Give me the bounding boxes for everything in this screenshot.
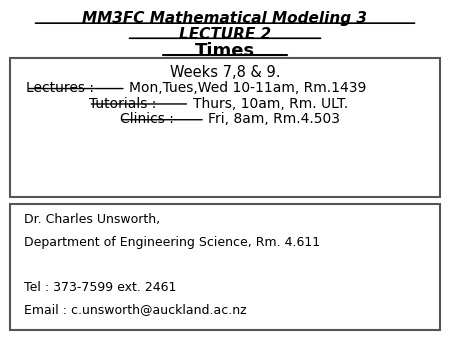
FancyBboxPatch shape bbox=[10, 204, 440, 330]
Text: MM3FC Mathematical Modeling 3: MM3FC Mathematical Modeling 3 bbox=[82, 11, 368, 26]
Text: Thurs, 10am, Rm. ULT.: Thurs, 10am, Rm. ULT. bbox=[193, 97, 348, 111]
Text: LECTURE 2: LECTURE 2 bbox=[179, 26, 271, 42]
FancyBboxPatch shape bbox=[10, 58, 440, 197]
Text: Fri, 8am, Rm.4.503: Fri, 8am, Rm.4.503 bbox=[208, 112, 341, 126]
Text: Email : c.unsworth@auckland.ac.nz: Email : c.unsworth@auckland.ac.nz bbox=[24, 303, 247, 316]
Text: Dr. Charles Unsworth,: Dr. Charles Unsworth, bbox=[24, 213, 160, 226]
Text: Tel : 373-7599 ext. 2461: Tel : 373-7599 ext. 2461 bbox=[24, 281, 176, 294]
Text: Tutorials :: Tutorials : bbox=[89, 97, 156, 111]
Text: Times: Times bbox=[195, 42, 255, 59]
Text: Clinics :: Clinics : bbox=[120, 112, 174, 126]
Text: Weeks 7,8 & 9.: Weeks 7,8 & 9. bbox=[170, 65, 280, 80]
Text: Mon,Tues,Wed 10-11am, Rm.1439: Mon,Tues,Wed 10-11am, Rm.1439 bbox=[129, 81, 366, 95]
Text: Lectures :: Lectures : bbox=[26, 81, 94, 95]
Text: Department of Engineering Science, Rm. 4.611: Department of Engineering Science, Rm. 4… bbox=[24, 236, 320, 249]
